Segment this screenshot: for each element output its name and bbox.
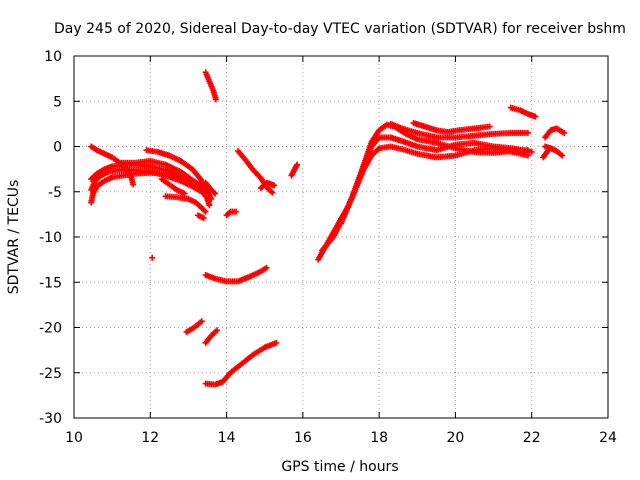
series-arc-cc (540, 145, 554, 161)
data-point (212, 190, 219, 197)
series-arc-y (410, 119, 493, 136)
series-arc-e (116, 157, 213, 209)
y-tick-label: -30 (39, 411, 62, 427)
data-point (271, 182, 278, 189)
y-tick-label: 0 (53, 140, 62, 156)
data-point (269, 189, 276, 196)
series-arc-q (149, 254, 156, 261)
data-point (208, 195, 215, 202)
series-arc-g (158, 176, 188, 197)
data-point (524, 129, 531, 136)
series-arc-d (88, 143, 137, 188)
data-point (206, 202, 213, 209)
series-arc-l (223, 208, 240, 219)
x-tick-label: 20 (447, 430, 465, 446)
series-arc-s (202, 327, 221, 346)
data-point (130, 181, 137, 188)
series-arc-f (143, 147, 215, 202)
y-tick-label: -5 (48, 185, 62, 201)
data-point (149, 254, 156, 261)
x-tick-label: 16 (294, 430, 312, 446)
y-tick-label: -15 (39, 275, 62, 291)
data-point (528, 148, 535, 155)
x-tick-label: 22 (523, 430, 541, 446)
data-point (547, 145, 554, 152)
x-tick-label: 14 (218, 430, 236, 446)
data-point (233, 208, 240, 215)
data-point (212, 96, 219, 103)
data-point (200, 214, 207, 221)
y-tick-label: -25 (39, 366, 62, 382)
series-arc-h (162, 193, 209, 215)
series-arc-o (288, 161, 301, 179)
series-arc-t (202, 339, 280, 388)
data-point (273, 339, 280, 346)
data-point (198, 318, 205, 325)
data-point (263, 264, 270, 271)
data-point (524, 147, 531, 154)
x-tick-label: 12 (141, 430, 159, 446)
data-points (88, 69, 568, 388)
data-point (561, 129, 568, 136)
series-arc-i (202, 179, 219, 197)
axis-ticks: 10 12 14 16 18 20 22 24 10 5 0 -5 -10 -15 -20 -25 -30 (39, 49, 617, 446)
data-point (532, 113, 539, 120)
x-tick-label: 18 (370, 430, 388, 446)
series-arc-z (507, 104, 539, 120)
x-tick-label: 24 (599, 430, 617, 446)
data-point (202, 208, 209, 215)
series-arc-j (202, 69, 219, 103)
y-tick-label: -20 (39, 321, 62, 337)
series-arc-aa (542, 125, 568, 141)
data-point (486, 123, 493, 130)
data-point (559, 152, 566, 159)
series-arc-k (194, 212, 207, 221)
y-axis-label: SDTVAR / TECUs (6, 180, 22, 295)
series-arc-m (235, 148, 276, 196)
data-point (294, 161, 301, 168)
series-arc-r (183, 318, 205, 336)
x-tick-label: 10 (65, 430, 83, 446)
data-point (214, 327, 221, 334)
y-tick-label: 10 (44, 49, 62, 65)
y-tick-label: 5 (53, 94, 62, 110)
grid (74, 56, 608, 418)
y-tick-label: -10 (39, 230, 62, 246)
chart-title: Day 245 of 2020, Sidereal Day-to-day VTE… (54, 21, 626, 37)
series-arc-w (338, 121, 531, 227)
x-axis-label: GPS time / hours (281, 459, 398, 475)
series-arc-x (387, 120, 531, 141)
series-arc-p (202, 264, 270, 285)
series-arc-n (257, 179, 278, 192)
